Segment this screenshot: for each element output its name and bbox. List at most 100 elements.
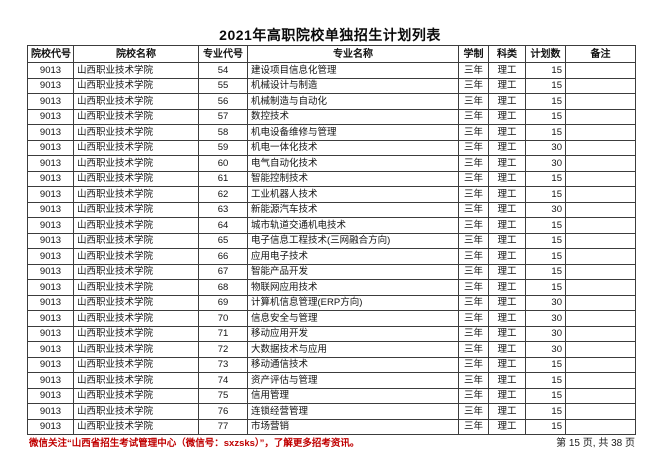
cell-plan-count: 15 xyxy=(525,108,566,125)
cell-remarks xyxy=(565,77,636,94)
cell-major-name: 市场营销 xyxy=(247,418,459,435)
cell-plan-count: 15 xyxy=(525,372,566,389)
table-row: 9013 山西职业技术学院 66 应用电子技术 三年 理工 15 xyxy=(27,248,636,265)
cell-category: 理工 xyxy=(488,418,526,435)
cell-college-name: 山西职业技术学院 xyxy=(73,263,199,280)
cell-college-code: 9013 xyxy=(27,356,74,373)
cell-remarks xyxy=(565,372,636,389)
table-row: 9013 山西职业技术学院 77 市场营销 三年 理工 15 xyxy=(27,418,636,435)
cell-major-code: 58 xyxy=(198,124,248,141)
document-page: 2021年高职院校单独招生计划列表 院校代号 院校名称 专业代号 专业名称 学制… xyxy=(0,27,660,467)
cell-college-name: 山西职业技术学院 xyxy=(73,232,199,249)
cell-remarks xyxy=(565,387,636,404)
cell-duration: 三年 xyxy=(458,263,489,280)
cell-plan-count: 15 xyxy=(525,170,566,187)
cell-college-code: 9013 xyxy=(27,279,74,296)
cell-category: 理工 xyxy=(488,356,526,373)
table-row: 9013 山西职业技术学院 64 城市轨道交通机电技术 三年 理工 15 xyxy=(27,217,636,234)
enrollment-plan-table: 院校代号 院校名称 专业代号 专业名称 学制 科类 计划数 备注 9013 山西职… xyxy=(27,45,636,435)
wechat-notice-text: 微信关注“山西省招生考试管理中心（微信号：sxzsks）”，了解更多招考资讯。 xyxy=(29,438,360,449)
table-row: 9013 山西职业技术学院 59 机电一体化技术 三年 理工 30 xyxy=(27,139,636,156)
column-header-college-name: 院校名称 xyxy=(73,45,199,63)
cell-category: 理工 xyxy=(488,108,526,125)
table-header-row: 院校代号 院校名称 专业代号 专业名称 学制 科类 计划数 备注 xyxy=(27,45,636,63)
cell-major-code: 66 xyxy=(198,248,248,265)
cell-college-code: 9013 xyxy=(27,418,74,435)
cell-college-name: 山西职业技术学院 xyxy=(73,77,199,94)
cell-major-name: 机电设备维修与管理 xyxy=(247,124,459,141)
cell-major-code: 73 xyxy=(198,356,248,373)
cell-college-name: 山西职业技术学院 xyxy=(73,403,199,420)
cell-college-name: 山西职业技术学院 xyxy=(73,372,199,389)
cell-college-name: 山西职业技术学院 xyxy=(73,186,199,203)
cell-major-name: 智能控制技术 xyxy=(247,170,459,187)
cell-college-code: 9013 xyxy=(27,93,74,110)
table-row: 9013 山西职业技术学院 76 连锁经营管理 三年 理工 15 xyxy=(27,403,636,420)
cell-plan-count: 30 xyxy=(525,325,566,342)
cell-category: 理工 xyxy=(488,279,526,296)
cell-remarks xyxy=(565,201,636,218)
table-row: 9013 山西职业技术学院 71 移动应用开发 三年 理工 30 xyxy=(27,325,636,342)
cell-plan-count: 30 xyxy=(525,294,566,311)
column-header-major-code: 专业代号 xyxy=(198,45,248,63)
cell-category: 理工 xyxy=(488,372,526,389)
table-row: 9013 山西职业技术学院 57 数控技术 三年 理工 15 xyxy=(27,108,636,125)
cell-major-code: 68 xyxy=(198,279,248,296)
cell-college-name: 山西职业技术学院 xyxy=(73,248,199,265)
cell-college-name: 山西职业技术学院 xyxy=(73,387,199,404)
cell-college-name: 山西职业技术学院 xyxy=(73,124,199,141)
cell-remarks xyxy=(565,325,636,342)
table-row: 9013 山西职业技术学院 72 大数据技术与应用 三年 理工 30 xyxy=(27,341,636,358)
cell-college-name: 山西职业技术学院 xyxy=(73,201,199,218)
cell-major-code: 60 xyxy=(198,155,248,172)
cell-plan-count: 15 xyxy=(525,93,566,110)
cell-college-code: 9013 xyxy=(27,341,74,358)
table-row: 9013 山西职业技术学院 61 智能控制技术 三年 理工 15 xyxy=(27,170,636,187)
cell-remarks xyxy=(565,403,636,420)
cell-duration: 三年 xyxy=(458,325,489,342)
cell-remarks xyxy=(565,93,636,110)
cell-category: 理工 xyxy=(488,201,526,218)
cell-duration: 三年 xyxy=(458,108,489,125)
cell-plan-count: 15 xyxy=(525,403,566,420)
column-header-plan-count: 计划数 xyxy=(525,45,566,63)
table-row: 9013 山西职业技术学院 60 电气自动化技术 三年 理工 30 xyxy=(27,155,636,172)
cell-major-code: 75 xyxy=(198,387,248,404)
cell-remarks xyxy=(565,62,636,79)
cell-college-code: 9013 xyxy=(27,217,74,234)
cell-major-name: 智能产品开发 xyxy=(247,263,459,280)
cell-category: 理工 xyxy=(488,186,526,203)
cell-plan-count: 15 xyxy=(525,232,566,249)
cell-college-name: 山西职业技术学院 xyxy=(73,155,199,172)
cell-college-name: 山西职业技术学院 xyxy=(73,294,199,311)
cell-category: 理工 xyxy=(488,93,526,110)
table-row: 9013 山西职业技术学院 70 信息安全与管理 三年 理工 30 xyxy=(27,310,636,327)
cell-duration: 三年 xyxy=(458,403,489,420)
cell-plan-count: 15 xyxy=(525,77,566,94)
cell-remarks xyxy=(565,279,636,296)
cell-remarks xyxy=(565,294,636,311)
cell-college-name: 山西职业技术学院 xyxy=(73,325,199,342)
cell-major-code: 67 xyxy=(198,263,248,280)
cell-category: 理工 xyxy=(488,124,526,141)
cell-major-code: 54 xyxy=(198,62,248,79)
cell-college-code: 9013 xyxy=(27,387,74,404)
cell-major-name: 新能源汽车技术 xyxy=(247,201,459,218)
cell-plan-count: 15 xyxy=(525,124,566,141)
cell-major-name: 计算机信息管理(ERP方向) xyxy=(247,294,459,311)
cell-college-code: 9013 xyxy=(27,170,74,187)
table-row: 9013 山西职业技术学院 73 移动通信技术 三年 理工 15 xyxy=(27,356,636,373)
cell-major-code: 72 xyxy=(198,341,248,358)
cell-category: 理工 xyxy=(488,387,526,404)
cell-college-code: 9013 xyxy=(27,325,74,342)
column-header-duration: 学制 xyxy=(458,45,489,63)
cell-college-code: 9013 xyxy=(27,186,74,203)
page-number-info: 第 15 页, 共 38 页 xyxy=(556,438,635,449)
cell-plan-count: 15 xyxy=(525,217,566,234)
cell-major-name: 电气自动化技术 xyxy=(247,155,459,172)
table-row: 9013 山西职业技术学院 74 资产评估与管理 三年 理工 15 xyxy=(27,372,636,389)
column-header-remarks: 备注 xyxy=(565,45,636,63)
cell-category: 理工 xyxy=(488,310,526,327)
cell-duration: 三年 xyxy=(458,124,489,141)
cell-college-name: 山西职业技术学院 xyxy=(73,139,199,156)
